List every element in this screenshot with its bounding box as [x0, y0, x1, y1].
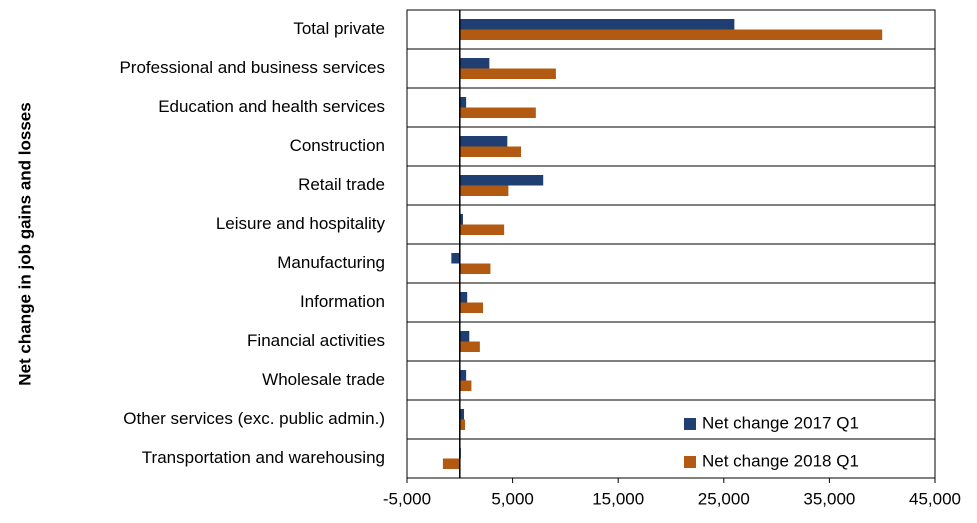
bar: [459, 370, 467, 381]
y-tick-label: Other services (exc. public admin.): [123, 409, 385, 428]
y-tick-label: Manufacturing: [277, 253, 385, 272]
x-tick-label: 35,000: [803, 489, 855, 508]
y-tick-label: Financial activities: [247, 331, 385, 350]
x-tick-label: 15,000: [592, 489, 644, 508]
x-tick-label: 25,000: [698, 489, 750, 508]
bar: [459, 58, 490, 69]
bar: [459, 214, 463, 225]
y-tick-label: Information: [300, 292, 385, 311]
legend-label: Net change 2018 Q1: [702, 451, 859, 470]
y-tick-label: Total private: [293, 19, 385, 38]
x-tick-label: 5,000: [491, 489, 534, 508]
bar: [459, 97, 467, 108]
bar: [459, 107, 536, 118]
bar: [451, 253, 460, 264]
bar: [459, 263, 491, 274]
bar: [459, 29, 883, 40]
legend-swatch: [684, 418, 696, 430]
y-tick-label: Retail trade: [298, 175, 385, 194]
y-tick-label: Transportation and warehousing: [142, 448, 385, 467]
bar: [459, 175, 544, 186]
x-tick-label: -5,000: [383, 489, 431, 508]
bar: [459, 331, 470, 342]
y-tick-label: Professional and business services: [119, 58, 385, 77]
x-tick-label: 45,000: [909, 489, 961, 508]
y-axis-label: Net change in job gains and losses: [15, 102, 34, 385]
bar: [459, 185, 509, 196]
bar: [459, 68, 556, 79]
legend-swatch: [684, 456, 696, 468]
bar: [459, 302, 484, 313]
bar: [459, 19, 735, 30]
bar: [459, 146, 522, 157]
bar: [459, 380, 472, 391]
bar: [459, 136, 508, 147]
y-tick-label: Construction: [290, 136, 385, 155]
bar: [459, 292, 468, 303]
bar: [459, 419, 466, 430]
bar: [459, 224, 505, 235]
bar: [459, 341, 480, 352]
y-tick-label: Leisure and hospitality: [216, 214, 386, 233]
y-tick-label: Wholesale trade: [262, 370, 385, 389]
y-tick-label: Education and health services: [158, 97, 385, 116]
bar: [442, 458, 460, 469]
legend-label: Net change 2017 Q1: [702, 413, 859, 432]
bar: [459, 409, 465, 420]
